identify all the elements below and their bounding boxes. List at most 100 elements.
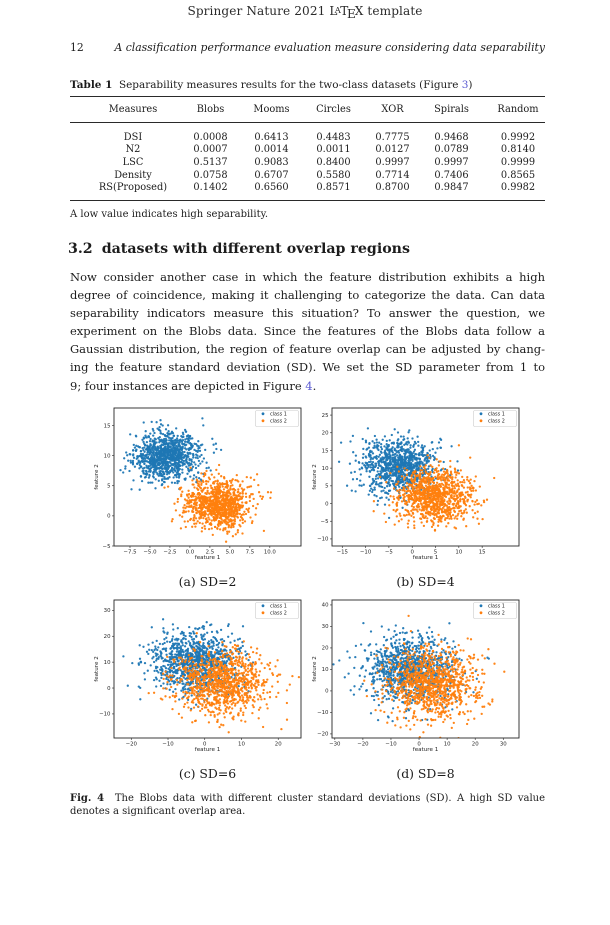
data-point <box>446 509 449 513</box>
data-point <box>199 462 202 465</box>
y-axis-label: feature 2 <box>94 464 100 490</box>
data-point <box>194 466 198 470</box>
data-point <box>159 423 163 426</box>
data-point <box>206 486 209 490</box>
data-point <box>395 471 398 474</box>
legend-label: class 2 <box>270 419 287 425</box>
data-point <box>200 530 203 533</box>
data-point <box>134 449 138 452</box>
data-point <box>244 492 248 495</box>
data-point <box>192 499 196 502</box>
data-point <box>192 454 195 457</box>
data-point <box>221 485 224 488</box>
data-point <box>398 474 402 477</box>
data-point <box>209 495 212 499</box>
data-point <box>135 444 138 447</box>
data-point <box>392 495 395 498</box>
data-point <box>369 463 372 467</box>
data-point <box>382 466 385 470</box>
table-cell: RS(Proposed) <box>98 181 168 193</box>
table-cell: 0.1402 <box>193 181 228 193</box>
data-point <box>187 496 190 499</box>
data-point <box>215 468 218 472</box>
data-point <box>179 461 183 464</box>
data-point <box>221 509 225 512</box>
data-point <box>387 444 390 448</box>
data-point <box>196 492 200 495</box>
data-point <box>481 517 484 521</box>
data-point <box>149 664 152 667</box>
data-point <box>413 473 416 476</box>
data-point <box>383 503 387 506</box>
data-point <box>419 469 422 472</box>
data-point <box>449 459 452 463</box>
data-point <box>383 449 387 452</box>
data-point <box>466 478 469 481</box>
data-point <box>186 658 189 662</box>
figure-4-ref-link[interactable]: 4 <box>305 378 313 393</box>
data-point <box>437 496 440 500</box>
data-point <box>383 472 387 476</box>
data-point <box>437 441 441 444</box>
journal-template-header: Springer Nature 2021 LATEX template <box>0 4 610 21</box>
data-point <box>213 525 217 529</box>
data-point <box>415 453 418 456</box>
data-point <box>456 506 459 510</box>
table-cell: 0.9468 <box>434 131 469 143</box>
data-point <box>230 497 233 500</box>
data-point <box>437 518 440 521</box>
data-point <box>188 634 191 638</box>
data-point <box>455 497 458 500</box>
data-point <box>471 499 474 503</box>
data-point <box>204 448 207 452</box>
data-point <box>202 635 205 638</box>
data-point <box>407 487 410 490</box>
data-point <box>422 505 425 508</box>
data-point <box>453 506 456 510</box>
axes-frame <box>331 407 520 547</box>
y-tick-label: −10 <box>317 537 329 543</box>
table-cell: 0.9997 <box>375 156 410 168</box>
x-tick-label: −7.5 <box>123 550 136 556</box>
data-point <box>443 499 446 503</box>
data-point <box>183 504 186 507</box>
data-point <box>223 491 226 494</box>
data-point <box>133 446 137 449</box>
data-point <box>398 488 401 492</box>
data-point <box>179 527 183 530</box>
figure-3-ref-link[interactable]: 3 <box>461 79 469 91</box>
data-point <box>182 506 185 509</box>
data-point <box>196 449 200 452</box>
data-point <box>445 468 449 472</box>
data-point <box>187 505 190 508</box>
data-point <box>241 501 244 504</box>
data-point <box>200 635 203 639</box>
table-col-header: XOR <box>362 96 422 123</box>
data-point <box>194 653 198 656</box>
data-point <box>244 650 247 653</box>
data-point <box>427 503 430 506</box>
scatter-series-class-1 <box>119 417 223 491</box>
data-point <box>166 683 169 686</box>
data-point <box>233 639 236 642</box>
data-point <box>435 515 439 519</box>
data-point <box>185 505 188 508</box>
data-point <box>188 463 192 467</box>
data-point <box>427 475 430 479</box>
data-point <box>164 649 168 653</box>
data-point <box>234 505 237 509</box>
data-point <box>367 464 370 467</box>
data-point <box>204 492 207 495</box>
data-point <box>184 430 187 433</box>
data-point <box>205 480 208 483</box>
data-point <box>400 518 403 521</box>
data-point <box>427 496 430 500</box>
legend-box <box>473 410 517 427</box>
data-point <box>453 510 457 514</box>
data-point <box>210 490 213 494</box>
data-point <box>235 503 238 506</box>
data-point <box>463 509 466 513</box>
data-point <box>406 522 410 525</box>
data-point <box>145 650 149 653</box>
table-header-row: Measures Blobs Mooms Circles XOR Spirals Rando… <box>70 96 545 123</box>
